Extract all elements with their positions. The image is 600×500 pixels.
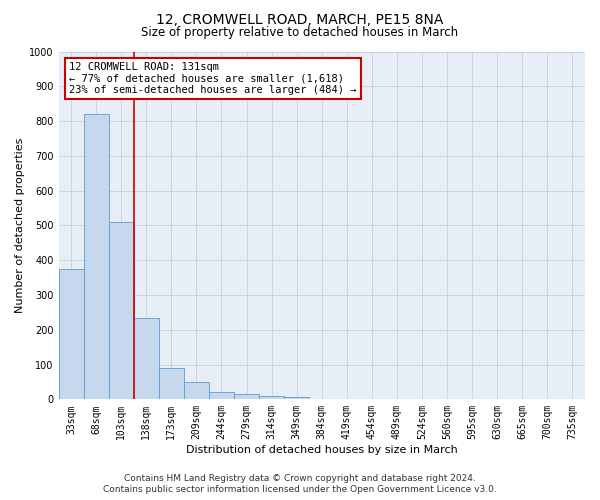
Text: 12 CROMWELL ROAD: 131sqm
← 77% of detached houses are smaller (1,618)
23% of sem: 12 CROMWELL ROAD: 131sqm ← 77% of detach… (69, 62, 356, 95)
Bar (83, 114, 109, 400)
Y-axis label: Number of detached properties: Number of detached properties (15, 138, 25, 313)
Bar (234, 394, 259, 400)
Bar (184, 382, 209, 400)
Bar (209, 392, 234, 400)
Text: Contains HM Land Registry data © Crown copyright and database right 2024.
Contai: Contains HM Land Registry data © Crown c… (103, 474, 497, 494)
Bar (134, 318, 159, 400)
Bar (284, 396, 309, 400)
Bar (109, 222, 134, 400)
Bar (59, 269, 83, 400)
Bar (159, 368, 184, 400)
X-axis label: Distribution of detached houses by size in March: Distribution of detached houses by size … (186, 445, 458, 455)
Text: 12, CROMWELL ROAD, MARCH, PE15 8NA: 12, CROMWELL ROAD, MARCH, PE15 8NA (157, 12, 443, 26)
Bar (259, 396, 284, 400)
Text: Size of property relative to detached houses in March: Size of property relative to detached ho… (142, 26, 458, 39)
